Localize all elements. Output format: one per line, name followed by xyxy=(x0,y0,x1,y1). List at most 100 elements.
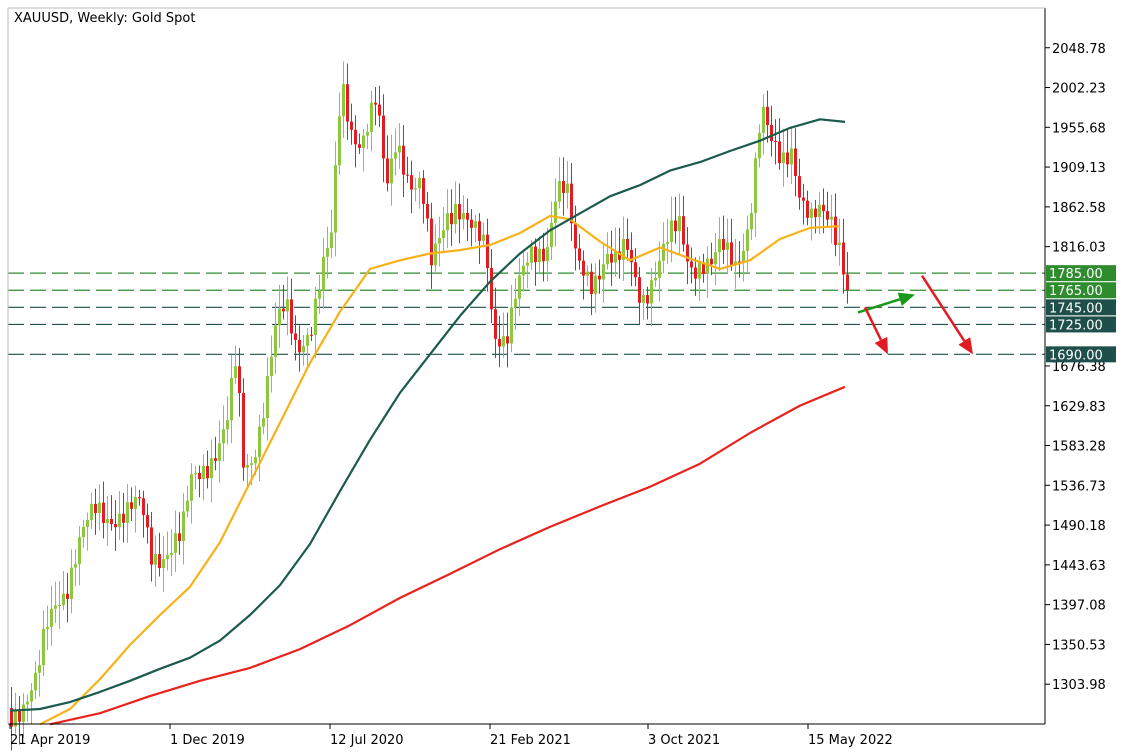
candle-body xyxy=(350,121,353,130)
candle-body xyxy=(334,165,337,233)
candle-body xyxy=(770,124,773,142)
candle-body xyxy=(674,220,677,232)
candle-body xyxy=(506,336,509,344)
candle-body xyxy=(246,464,249,468)
candle-body xyxy=(214,458,217,461)
candle-body xyxy=(282,308,285,312)
candle-body xyxy=(790,148,793,165)
level-label: 1785.00 xyxy=(1049,267,1103,282)
candle-body xyxy=(406,174,409,176)
candle-body xyxy=(198,473,201,479)
candle-body xyxy=(258,426,261,458)
candle-body xyxy=(46,626,49,630)
candle-body xyxy=(654,277,657,281)
candle-body xyxy=(714,252,717,265)
price-tick-label: 1443.63 xyxy=(1052,559,1106,574)
candle-body xyxy=(10,708,13,727)
price-tick-label: 1303.98 xyxy=(1052,678,1106,693)
price-tick-label: 1909.13 xyxy=(1052,161,1106,176)
candle-body xyxy=(794,148,797,177)
level-badge xyxy=(1046,316,1116,333)
candle-body xyxy=(378,104,381,116)
candle-body xyxy=(810,208,813,218)
candle-body xyxy=(622,238,625,260)
candle-body xyxy=(834,216,837,246)
candle-body xyxy=(182,511,185,542)
candle-body xyxy=(838,242,841,246)
level-label: 1690.00 xyxy=(1049,348,1103,363)
candle-body xyxy=(462,213,465,220)
candle-body xyxy=(278,308,281,326)
arrow-head xyxy=(874,336,888,355)
candle-body xyxy=(618,251,621,260)
candle-body xyxy=(262,418,265,427)
candle-body xyxy=(574,223,577,249)
candle-body xyxy=(190,474,193,501)
candle-body xyxy=(490,268,493,310)
candle-body xyxy=(534,246,537,263)
candle-body xyxy=(670,220,673,243)
candle-body xyxy=(562,181,565,193)
candle-body xyxy=(814,208,817,218)
price-tick-label: 1397.08 xyxy=(1052,599,1106,614)
candle-body xyxy=(602,264,605,280)
candle-body xyxy=(526,262,529,266)
candle-body xyxy=(474,221,477,228)
candle-body xyxy=(758,132,761,159)
price-tick-label: 1629.83 xyxy=(1052,400,1106,415)
candle-body xyxy=(486,234,489,269)
price-tick-label: 1350.53 xyxy=(1052,638,1106,653)
candle-body xyxy=(650,280,653,304)
level-badge xyxy=(1046,282,1116,299)
candle-body xyxy=(530,246,533,263)
candle-body xyxy=(82,526,85,538)
candle-body xyxy=(122,513,125,523)
candle-body xyxy=(638,277,641,303)
candle-body xyxy=(62,593,65,605)
candle-body xyxy=(690,261,693,268)
time-tick-label: 3 Oct 2021 xyxy=(648,733,720,748)
candle-body xyxy=(470,219,473,228)
candle-body xyxy=(242,392,245,468)
candle-body xyxy=(218,443,221,461)
candle-body xyxy=(158,554,161,569)
candle-body xyxy=(254,457,257,464)
candle-body xyxy=(50,608,53,627)
candle-body xyxy=(338,116,341,166)
candle-body xyxy=(186,500,189,512)
candle-body xyxy=(270,356,273,377)
candle-body xyxy=(94,503,97,514)
candle-body xyxy=(166,555,169,560)
arrow-down xyxy=(920,275,966,342)
candle-body xyxy=(418,178,421,189)
candle-body xyxy=(134,496,137,509)
arrow-up xyxy=(857,298,901,314)
candle-body xyxy=(362,135,365,148)
arrow-head xyxy=(897,292,915,307)
candle-body xyxy=(498,338,501,347)
candle-body xyxy=(518,275,521,299)
candle-body xyxy=(722,238,725,250)
candle-body xyxy=(114,524,117,528)
candle-body xyxy=(98,502,101,514)
candle-body xyxy=(354,129,357,145)
candle-body xyxy=(658,260,661,278)
price-tick-label: 1862.58 xyxy=(1052,201,1106,216)
candle-body xyxy=(294,333,297,340)
price-tick-label: 1676.38 xyxy=(1052,360,1106,375)
candle-body xyxy=(154,554,157,565)
candle-body xyxy=(510,307,513,344)
candle-body xyxy=(146,515,149,528)
candle-body xyxy=(706,258,709,275)
candle-body xyxy=(662,243,665,261)
time-tick-label: 1 Dec 2019 xyxy=(170,733,245,748)
candle-body xyxy=(438,238,441,244)
candle-body xyxy=(610,253,613,263)
candle-body xyxy=(570,183,573,224)
candle-body xyxy=(762,106,765,133)
candle-body xyxy=(102,502,105,523)
candle-body xyxy=(310,334,313,336)
candle-body xyxy=(842,242,845,275)
candle-body xyxy=(614,251,617,263)
